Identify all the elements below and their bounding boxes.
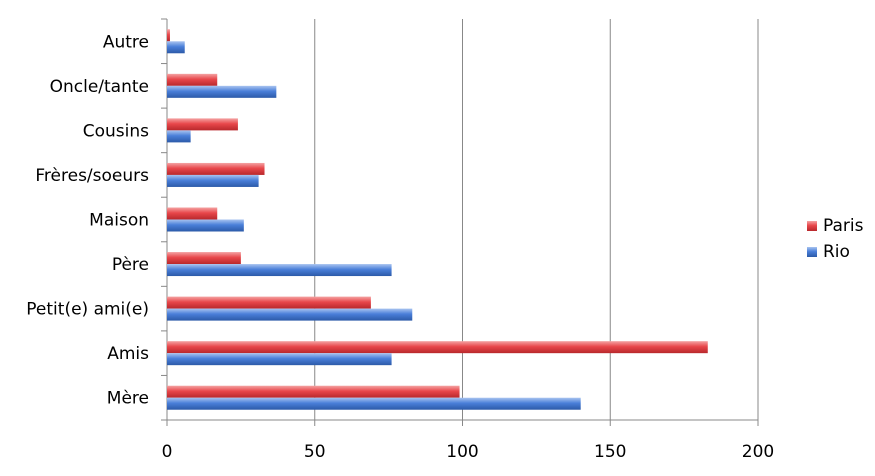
bar-paris-8 [167,29,170,42]
bars [167,29,708,410]
x-tick-label: 0 [162,442,173,462]
category-label: Frères/soeurs [35,166,149,186]
bar-paris-3 [167,252,241,265]
bar-paris-5 [167,162,265,175]
x-tick-label: 200 [742,442,774,462]
x-tick-labels: 0 50 100 150 200 [162,442,775,462]
category-label: Petit(e) ami(e) [26,300,149,320]
x-tick-label: 50 [304,442,326,462]
bar-paris-1 [167,341,708,354]
bar-rio-6 [167,130,191,143]
x-tick-label: 100 [446,442,478,462]
category-labels: Mère Amis Petit(e) ami(e) Père Maison Frères/… [26,32,149,408]
category-label: Père [112,255,149,275]
category-label: Cousins [83,121,149,141]
bar-rio-5 [167,174,259,187]
bar-rio-2 [167,308,413,321]
bar-paris-2 [167,296,371,309]
bar-paris-7 [167,73,218,86]
bar-paris-6 [167,118,238,131]
category-label: Amis [107,344,149,364]
category-label: Maison [89,211,149,231]
bar-rio-7 [167,85,277,98]
bar-rio-8 [167,41,185,54]
legend-label-paris: Paris [823,216,864,236]
bar-paris-0 [167,385,460,398]
legend: Paris Rio [807,216,864,262]
bar-rio-3 [167,264,392,277]
bar-rio-1 [167,353,392,366]
category-label: Autre [103,32,149,52]
legend-swatch-paris [807,221,817,231]
bar-rio-0 [167,397,581,410]
category-label: Oncle/tante [50,77,149,97]
legend-label-rio: Rio [823,242,850,262]
legend-swatch-rio [807,247,817,257]
bar-paris-4 [167,207,218,220]
bar-rio-4 [167,219,244,232]
x-tick-label: 150 [594,442,626,462]
category-label: Mère [107,389,149,409]
